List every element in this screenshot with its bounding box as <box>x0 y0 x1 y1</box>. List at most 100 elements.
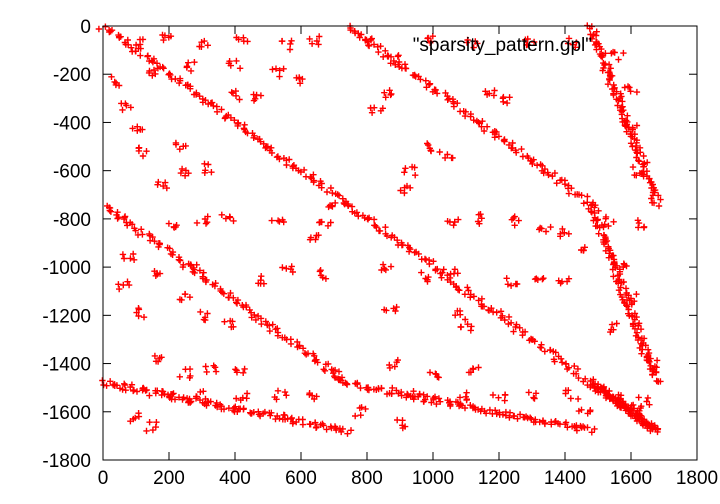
data-point-1361 <box>614 320 620 326</box>
data-point-1269 <box>506 94 512 100</box>
data-point-1514 <box>504 275 510 281</box>
data-point-433 <box>498 308 504 314</box>
data-point-1554 <box>490 392 496 398</box>
data-point-1226 <box>385 53 391 59</box>
data-point-1429 <box>317 268 323 274</box>
data-point-1279 <box>448 155 454 161</box>
data-point-1519 <box>540 275 546 281</box>
data-point-818 <box>300 421 306 427</box>
data-point-110 <box>324 189 330 195</box>
data-point-1442 <box>213 368 219 374</box>
data-point-1153 <box>229 89 235 95</box>
data-point-1281 <box>401 169 407 175</box>
data-point-1380 <box>116 286 122 292</box>
data-point-30 <box>160 65 166 71</box>
data-point-33 <box>166 70 172 76</box>
x-tick-label: 1400 <box>544 468 586 489</box>
data-point-1443 <box>204 369 210 375</box>
data-point-1198 <box>219 212 225 218</box>
data-point-132 <box>366 43 372 49</box>
data-point-367 <box>355 213 361 219</box>
data-point-723 <box>107 378 113 384</box>
data-point-525 <box>610 92 616 98</box>
data-point-1418 <box>261 281 267 287</box>
data-point-598 <box>656 203 662 209</box>
data-point-1553 <box>502 392 508 398</box>
data-point-824 <box>313 425 319 431</box>
y-tick-label: -800 <box>53 210 91 231</box>
data-point-1313 <box>566 231 572 237</box>
data-point-1481 <box>388 263 394 269</box>
data-point-1268 <box>500 95 506 101</box>
data-point-1342 <box>641 224 647 230</box>
data-point-1435 <box>177 374 183 380</box>
y-tick-label: 0 <box>80 17 91 38</box>
data-point-1578 <box>153 419 159 425</box>
data-point-1238 <box>367 105 373 111</box>
data-point-567 <box>640 153 646 159</box>
data-point-1142 <box>276 73 282 79</box>
data-point-1489 <box>393 304 399 310</box>
data-point-173 <box>454 100 460 106</box>
data-point-154 <box>411 72 417 78</box>
x-tick-label: 1000 <box>412 468 454 489</box>
data-point-1186 <box>166 220 172 226</box>
data-point-187 <box>484 124 490 130</box>
data-point-1507 <box>458 324 464 330</box>
data-point-1377 <box>131 257 137 263</box>
data-point-418 <box>462 291 468 297</box>
data-point-1101 <box>287 46 293 52</box>
data-point-1337 <box>630 164 636 170</box>
data-point-260 <box>139 231 145 237</box>
data-point-1550 <box>495 395 501 401</box>
data-point-109 <box>328 185 334 191</box>
data-point-204 <box>518 146 524 152</box>
data-point-226 <box>562 181 568 187</box>
data-point-127 <box>357 34 363 40</box>
data-point-1309 <box>547 224 553 230</box>
data-point-237 <box>581 200 587 206</box>
data-point-1363 <box>609 321 615 327</box>
x-tick-label: 200 <box>153 468 185 489</box>
x-tick-label: 1600 <box>610 468 652 489</box>
data-point-1379 <box>120 251 126 257</box>
data-point-1581 <box>358 412 364 418</box>
data-point-1580 <box>352 413 358 419</box>
data-point-1425 <box>323 276 329 282</box>
data-point-1202 <box>269 217 275 223</box>
data-point-455 <box>538 345 544 351</box>
y-tick-label: -600 <box>53 162 91 183</box>
data-point-729 <box>121 381 127 387</box>
data-point-1439 <box>182 366 188 372</box>
data-point-377 <box>382 224 388 230</box>
data-point-1466 <box>283 392 289 398</box>
data-point-19 <box>137 52 143 58</box>
data-point-1328 <box>622 84 628 90</box>
data-point-790 <box>240 406 246 412</box>
data-point-323 <box>267 328 273 334</box>
data-point-1401 <box>187 294 193 300</box>
data-point-1558 <box>531 395 537 401</box>
data-point-1327 <box>634 89 640 95</box>
data-point-1372 <box>654 357 660 363</box>
data-point-399 <box>423 257 429 263</box>
data-point-1467 <box>275 388 281 394</box>
data-point-0 <box>96 26 102 32</box>
data-point-1492 <box>418 269 424 275</box>
data-point-722 <box>100 382 106 388</box>
data-point-1378 <box>121 255 127 261</box>
data-point-1345 <box>610 219 616 225</box>
data-point-1557 <box>526 389 532 395</box>
data-point-157 <box>423 78 429 84</box>
data-point-1134 <box>185 60 191 66</box>
data-point-839 <box>348 427 354 433</box>
data-point-1194 <box>194 220 200 226</box>
data-point-1183 <box>201 161 207 167</box>
data-point-444 <box>517 325 523 331</box>
data-point-1280 <box>402 165 408 171</box>
data-point-1228 <box>395 53 401 59</box>
legend: "sparsity_pattern.gpl" <box>413 35 592 56</box>
data-point-1133 <box>184 63 190 69</box>
data-point-1464 <box>243 395 249 401</box>
